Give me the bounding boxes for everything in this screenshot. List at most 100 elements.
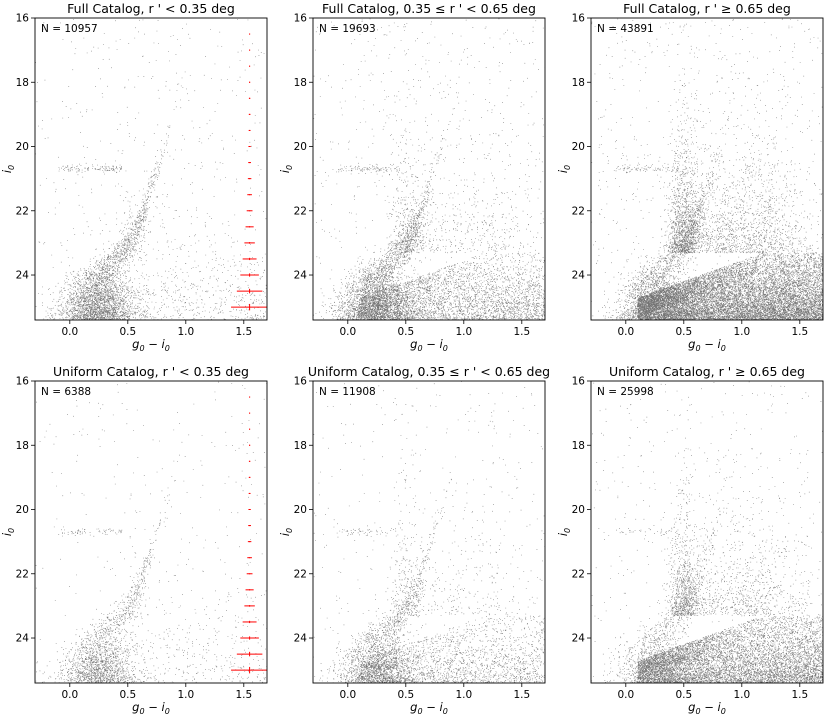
error-bar — [245, 589, 254, 591]
x-tick-label: 1.0 — [733, 326, 750, 338]
error-bar — [244, 605, 255, 607]
y-tick-label: 18 — [16, 440, 29, 452]
y-tick-label: 16 — [572, 13, 586, 25]
y-tick-label: 20 — [294, 504, 307, 516]
y-tick-label: 22 — [294, 568, 307, 580]
y-tick-label: 20 — [572, 141, 585, 153]
error-bar — [231, 303, 267, 311]
x-tick-label: 0.5 — [675, 326, 692, 338]
x-axis-label: g0 − i0 — [688, 700, 726, 716]
x-tick-label: 1.5 — [513, 689, 530, 701]
error-bar — [245, 226, 254, 228]
x-tick-label: 1.5 — [791, 326, 808, 338]
error-bar — [249, 412, 251, 414]
x-axis-label: g0 − i0 — [688, 337, 726, 353]
cmd-panel-6: 0.0 0.5 1.0 1.5 16 18 20 22 24 Uniform Catalog, r… — [556, 364, 824, 716]
scatter-dots — [313, 18, 545, 320]
x-tick-label: 1.0 — [455, 689, 472, 701]
error-bar — [249, 81, 251, 83]
x-tick-label: 1.0 — [177, 326, 194, 338]
error-bar — [249, 65, 251, 67]
y-tick-label: 16 — [16, 13, 30, 25]
count-annotation: N = 25998 — [597, 386, 654, 398]
scatter-points — [591, 18, 823, 320]
error-bar — [240, 273, 259, 277]
y-tick-label: 18 — [572, 440, 585, 452]
error-bar — [247, 194, 252, 196]
x-axis-label: g0 − i0 — [132, 337, 170, 353]
y-tick-label: 20 — [16, 141, 29, 153]
count-annotation: N = 19693 — [319, 23, 376, 35]
y-tick-label: 24 — [16, 270, 30, 282]
count-annotation: N = 10957 — [41, 23, 98, 35]
y-tick-label: 18 — [294, 440, 307, 452]
x-tick-label: 0.0 — [617, 326, 634, 338]
x-axis-label: g0 − i0 — [410, 337, 448, 353]
y-tick-label: 16 — [294, 13, 308, 25]
panel-title: Full Catalog, 0.35 ≤ r ' < 0.65 deg — [322, 1, 536, 16]
scatter-points — [35, 381, 267, 683]
y-tick-label: 20 — [572, 504, 585, 516]
x-tick-label: 0.5 — [397, 689, 414, 701]
error-bar — [249, 444, 251, 446]
scatter-dots — [591, 381, 823, 683]
error-bar — [246, 573, 253, 575]
x-tick-label: 1.5 — [791, 689, 808, 701]
x-tick-label: 0.0 — [61, 689, 78, 701]
x-tick-label: 0.0 — [339, 326, 356, 338]
error-bar — [248, 525, 251, 527]
error-bar — [248, 509, 251, 511]
error-bar — [247, 178, 252, 180]
axes-frame — [590, 380, 824, 684]
x-tick-label: 0.0 — [617, 689, 634, 701]
panel-title: Full Catalog, r ' < 0.35 deg — [67, 1, 235, 16]
y-tick-label: 18 — [16, 77, 29, 89]
scatter-points — [35, 19, 267, 320]
x-tick-label: 1.5 — [513, 326, 530, 338]
y-tick-label: 24 — [294, 633, 308, 645]
x-tick-label: 1.0 — [177, 689, 194, 701]
error-bar — [247, 541, 252, 543]
error-bar — [246, 210, 253, 212]
x-tick-label: 1.0 — [455, 326, 472, 338]
error-bar — [249, 33, 251, 35]
error-bar — [247, 557, 252, 559]
count-annotation: N = 43891 — [597, 23, 654, 35]
y-tick-label: 24 — [572, 270, 586, 282]
x-tick-label: 0.0 — [61, 326, 78, 338]
axes-frame — [312, 380, 546, 684]
x-tick-label: 0.5 — [397, 326, 414, 338]
axes-frame — [34, 17, 268, 321]
error-bar — [248, 97, 251, 99]
error-bar — [244, 242, 255, 244]
x-axis-label: g0 − i0 — [132, 700, 170, 716]
y-axis-label: i0 — [556, 165, 572, 173]
error-bar — [236, 651, 263, 657]
y-tick-label: 22 — [16, 568, 29, 580]
y-axis-label: i0 — [556, 528, 572, 536]
cmd-panel-5: 0.0 0.5 1.0 1.5 16 18 20 22 24 Uniform Catalog, 0… — [278, 364, 550, 716]
panel-title: Full Catalog, r ' ≥ 0.65 deg — [623, 1, 791, 16]
error-bar — [242, 257, 257, 261]
count-annotation: N = 6388 — [41, 386, 91, 398]
cmd-panel-1: 0.0 0.5 1.0 1.5 16 18 20 22 24 Full Catalog, r ' … — [0, 1, 268, 353]
error-bars — [231, 33, 267, 311]
error-bar — [248, 146, 251, 148]
error-bar — [248, 460, 251, 462]
scatter-dots — [591, 18, 823, 320]
axes-frame — [312, 17, 546, 321]
error-bar — [249, 428, 251, 430]
y-tick-label: 22 — [294, 205, 307, 217]
y-tick-label: 22 — [572, 205, 585, 217]
panel-title: Uniform Catalog, r ' ≥ 0.65 deg — [609, 364, 805, 379]
cmd-panel-2: 0.0 0.5 1.0 1.5 16 18 20 22 24 Full Catalog, 0.35… — [278, 1, 546, 353]
y-tick-label: 18 — [294, 77, 307, 89]
error-bar — [248, 162, 251, 164]
error-bar — [248, 476, 251, 478]
error-bars — [231, 396, 267, 674]
panel-title: Uniform Catalog, 0.35 ≤ r ' < 0.65 deg — [308, 364, 550, 379]
y-tick-label: 24 — [294, 270, 308, 282]
scatter-dots — [313, 381, 545, 683]
x-tick-label: 0.5 — [119, 326, 136, 338]
